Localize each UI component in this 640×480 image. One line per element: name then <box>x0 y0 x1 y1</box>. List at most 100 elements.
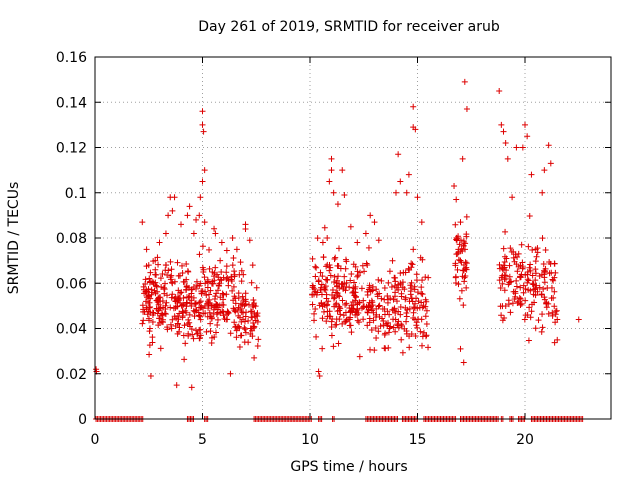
data-point <box>392 328 399 335</box>
data-point <box>182 307 189 314</box>
data-point <box>536 284 543 291</box>
data-point <box>463 260 470 267</box>
data-point <box>550 277 557 284</box>
data-point <box>150 310 157 317</box>
data-point <box>552 308 559 315</box>
data-point <box>423 321 430 328</box>
grid <box>95 57 611 419</box>
data-point <box>348 270 355 277</box>
data-point <box>180 332 187 339</box>
data-point <box>381 296 388 303</box>
data-point <box>164 326 171 333</box>
data-point <box>373 286 380 293</box>
data-point <box>532 325 539 332</box>
data-point <box>203 328 210 335</box>
data-point <box>547 160 554 167</box>
data-point <box>328 155 335 162</box>
data-point <box>385 279 392 286</box>
y-tick-label: 0.06 <box>56 276 87 292</box>
data-point <box>413 319 420 326</box>
data-point <box>527 267 534 274</box>
data-point <box>235 312 242 319</box>
data-point <box>327 264 334 271</box>
data-point <box>167 304 174 311</box>
data-point <box>408 330 415 337</box>
data-point <box>541 167 548 174</box>
data-point <box>186 284 193 291</box>
data-point <box>545 142 552 149</box>
data-point <box>539 235 546 242</box>
data-point <box>506 273 513 280</box>
data-point <box>214 309 221 316</box>
data-points <box>93 78 586 422</box>
data-point <box>518 300 525 307</box>
data-point <box>191 301 198 308</box>
data-point <box>551 339 558 346</box>
data-point <box>223 269 230 276</box>
data-point <box>512 288 519 295</box>
data-point <box>162 310 169 317</box>
data-point <box>371 347 378 354</box>
data-point <box>343 258 350 265</box>
data-point <box>539 324 546 331</box>
data-point <box>501 272 508 279</box>
data-point <box>541 267 548 274</box>
data-point <box>199 108 206 115</box>
data-point <box>171 194 178 201</box>
data-point <box>381 284 388 291</box>
data-point <box>197 316 204 323</box>
data-point <box>380 322 387 329</box>
data-point <box>342 265 349 272</box>
data-point <box>509 194 516 201</box>
data-point <box>239 293 246 300</box>
data-point <box>147 303 154 310</box>
data-point <box>161 280 168 287</box>
data-point <box>541 296 548 303</box>
data-point <box>145 293 152 300</box>
data-point <box>313 333 320 340</box>
data-point <box>152 257 159 264</box>
data-point <box>393 298 400 305</box>
data-point <box>206 291 213 298</box>
data-point <box>455 233 462 240</box>
data-point <box>407 282 414 289</box>
data-point <box>317 269 324 276</box>
data-point <box>314 235 321 242</box>
data-point <box>406 344 413 351</box>
data-point <box>245 339 252 346</box>
data-point <box>505 301 512 308</box>
data-point <box>363 260 370 267</box>
data-point <box>392 309 399 316</box>
data-point <box>184 299 191 306</box>
axis-ticks: 0 0.02 0.04 0.06 0.08 0.1 0.12 0.14 0.16 0 5 10 15 20 <box>56 50 611 448</box>
data-point <box>193 278 200 285</box>
data-point <box>460 359 467 366</box>
data-point <box>331 256 338 263</box>
data-point <box>148 291 155 298</box>
data-point <box>242 329 249 336</box>
data-point <box>175 328 182 335</box>
data-point <box>164 272 171 279</box>
data-point <box>420 329 427 336</box>
data-point <box>334 201 341 208</box>
data-point <box>196 335 203 342</box>
data-point <box>538 328 545 335</box>
data-point <box>196 299 203 306</box>
data-point <box>319 345 326 352</box>
data-point <box>391 274 398 281</box>
data-point <box>418 219 425 226</box>
data-point <box>336 293 343 300</box>
data-point <box>331 278 338 285</box>
data-point <box>508 248 515 255</box>
data-point <box>174 320 181 327</box>
data-point <box>415 298 422 305</box>
data-point <box>175 316 182 323</box>
data-point <box>212 264 219 271</box>
data-point <box>218 239 225 246</box>
data-point <box>155 301 162 308</box>
data-point <box>459 155 466 162</box>
data-point <box>214 287 221 294</box>
data-point <box>457 345 464 352</box>
data-point <box>551 288 558 295</box>
